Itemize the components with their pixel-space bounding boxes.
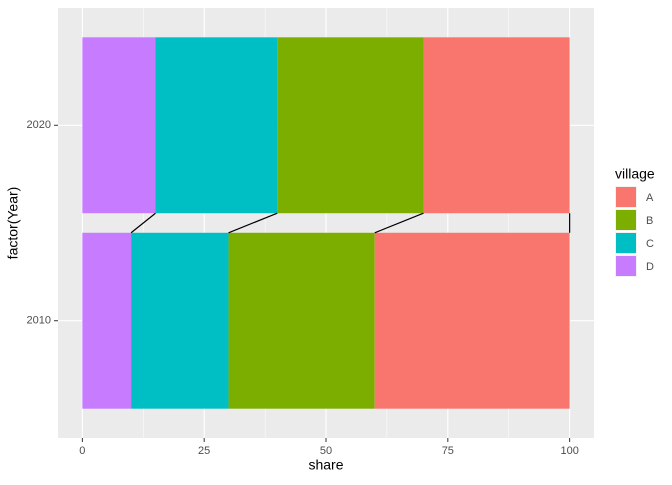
y-axis-title: factor(Year) — [5, 187, 21, 260]
legend-label: B — [646, 215, 653, 227]
x-tick-label: 0 — [79, 445, 85, 457]
bar-segment — [82, 232, 132, 409]
x-tick-label: 100 — [560, 445, 578, 457]
connector — [130, 212, 156, 234]
bar-segment — [228, 232, 375, 409]
bar-segment — [82, 37, 156, 214]
y-tick-label: 2010 — [27, 315, 51, 327]
bar-segment — [277, 37, 424, 214]
x-tick-label: 25 — [198, 445, 210, 457]
x-tick-label: 75 — [442, 445, 454, 457]
x-axis-title: share — [308, 457, 343, 473]
bar-segment — [131, 232, 229, 409]
legend-label: D — [646, 261, 654, 273]
connector — [228, 212, 278, 234]
y-tick-label: 2020 — [27, 119, 51, 131]
legend-swatch — [616, 256, 636, 276]
x-tick-label: 50 — [320, 445, 332, 457]
legend-swatch — [616, 187, 636, 207]
legend-swatch — [616, 210, 636, 230]
legend-label: A — [646, 192, 654, 204]
bar-segment — [155, 37, 278, 214]
bar-segment — [423, 37, 570, 214]
connector — [374, 212, 424, 234]
legend-swatch — [616, 233, 636, 253]
legend-label: C — [646, 238, 654, 250]
bar-segment — [374, 232, 570, 409]
legend-title: village — [615, 166, 655, 182]
